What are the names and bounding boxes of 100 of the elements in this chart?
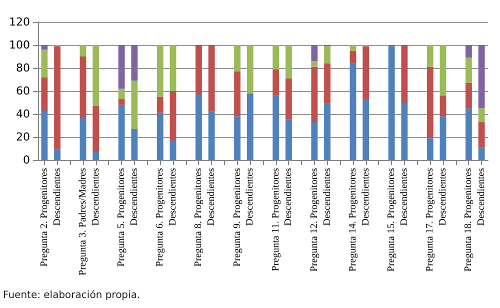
x-tick-label: Pregunta 14. Progenitores bbox=[348, 168, 358, 272]
x-tick-label: Descendientes bbox=[476, 168, 488, 226]
x-tick-label: Descendientes bbox=[244, 168, 256, 226]
bar bbox=[118, 88, 125, 100]
y-tick-label: 80 bbox=[16, 62, 30, 74]
x-tick-label: Descendientes bbox=[360, 168, 372, 226]
bar bbox=[41, 77, 48, 111]
bar bbox=[388, 46, 395, 160]
bar bbox=[92, 152, 100, 160]
bar bbox=[401, 45, 408, 102]
bar bbox=[234, 71, 240, 116]
bar bbox=[311, 61, 318, 67]
bar bbox=[131, 128, 138, 160]
x-tick-label: Descendientes bbox=[283, 168, 294, 226]
bar bbox=[350, 63, 356, 160]
bar bbox=[362, 46, 370, 100]
bar bbox=[426, 45, 434, 67]
bar bbox=[272, 69, 280, 96]
bar bbox=[440, 116, 446, 160]
bar bbox=[311, 66, 318, 122]
y-tick-label: 0 bbox=[23, 154, 30, 166]
x-tick-label: Descendientes bbox=[128, 168, 140, 226]
bar bbox=[41, 110, 48, 160]
bar bbox=[246, 93, 254, 160]
bar bbox=[41, 50, 48, 78]
bar bbox=[272, 45, 280, 70]
y-tick-label: 100 bbox=[9, 38, 30, 52]
source-note: Fuente: elaboración propia. bbox=[3, 290, 140, 301]
bar bbox=[92, 106, 100, 152]
bar bbox=[156, 112, 164, 160]
x-tick-label: Descendientes bbox=[206, 168, 218, 226]
bar bbox=[118, 99, 125, 105]
x-tick-label: Pregunta 8. Progenitores bbox=[193, 168, 204, 267]
bar bbox=[324, 46, 330, 64]
x-tick-label: Pregunta 9. Progenitores bbox=[232, 168, 243, 267]
x-tick-label: Descendientes bbox=[90, 168, 102, 226]
bar bbox=[478, 122, 485, 148]
x-tick-label: Pregunta 18. Progenitores bbox=[463, 168, 474, 272]
bar bbox=[426, 66, 434, 138]
bar bbox=[478, 108, 485, 122]
bar bbox=[286, 120, 292, 160]
bar bbox=[208, 45, 215, 112]
bar bbox=[426, 138, 434, 160]
bar bbox=[170, 140, 176, 160]
bar bbox=[234, 45, 240, 72]
bar bbox=[196, 45, 202, 94]
bar bbox=[286, 78, 292, 120]
y-tick-label: 40 bbox=[16, 108, 30, 120]
bar bbox=[440, 96, 446, 116]
x-tick-label: Descendientes bbox=[322, 168, 333, 226]
bar bbox=[80, 45, 86, 56]
bar bbox=[208, 112, 215, 160]
bar bbox=[170, 91, 176, 140]
bar bbox=[118, 45, 125, 89]
bar bbox=[41, 45, 48, 50]
bar bbox=[286, 45, 292, 78]
bar bbox=[170, 45, 176, 91]
bar bbox=[54, 46, 60, 150]
bar bbox=[156, 96, 164, 113]
bar bbox=[478, 45, 485, 108]
bar bbox=[80, 117, 86, 160]
x-tick-label: Descendientes bbox=[52, 168, 63, 226]
x-tick-label: Pregunta 11. Progenitores bbox=[270, 168, 282, 272]
x-tick-label: Descendientes bbox=[168, 168, 178, 226]
bar bbox=[54, 150, 60, 160]
bar bbox=[440, 45, 446, 96]
bar bbox=[401, 102, 408, 160]
x-tick-label: Pregunta 17. Progenitores bbox=[424, 168, 436, 272]
bar bbox=[324, 104, 330, 160]
bar bbox=[272, 96, 280, 160]
x-tick-label: Pregunta 3. Padres/Madres bbox=[78, 168, 88, 276]
bar bbox=[466, 45, 472, 58]
bar bbox=[80, 56, 86, 118]
bar bbox=[478, 147, 485, 160]
x-tick-label: Pregunta 6. Progenitores bbox=[154, 168, 166, 267]
x-tick-label: Pregunta 2. Progenitores bbox=[38, 168, 50, 267]
x-tick-label: Pregunta 15. Progenitores bbox=[386, 168, 398, 272]
y-tick-label: 20 bbox=[16, 130, 30, 144]
y-tick-label: 120 bbox=[9, 16, 30, 28]
x-tick-label: Pregunta 5. Progenitores bbox=[116, 168, 128, 267]
y-tick-label: 60 bbox=[16, 84, 30, 98]
bar bbox=[324, 63, 330, 104]
bar bbox=[350, 45, 356, 51]
bar bbox=[131, 80, 138, 129]
bar bbox=[466, 108, 472, 160]
bar bbox=[156, 45, 164, 97]
bar bbox=[92, 45, 100, 106]
bar bbox=[131, 45, 138, 81]
bar bbox=[466, 58, 472, 83]
bar bbox=[362, 99, 370, 160]
bar bbox=[311, 122, 318, 160]
x-tick-label: Descendientes bbox=[438, 168, 448, 226]
x-tick-label: Pregunta 12. Progenitores bbox=[308, 168, 320, 272]
bar bbox=[350, 50, 356, 64]
bar bbox=[196, 94, 202, 160]
bar bbox=[466, 82, 472, 108]
bar bbox=[234, 116, 240, 160]
x-tick-label: Descendientes bbox=[398, 168, 410, 226]
bar bbox=[311, 45, 318, 62]
bar bbox=[118, 104, 125, 160]
